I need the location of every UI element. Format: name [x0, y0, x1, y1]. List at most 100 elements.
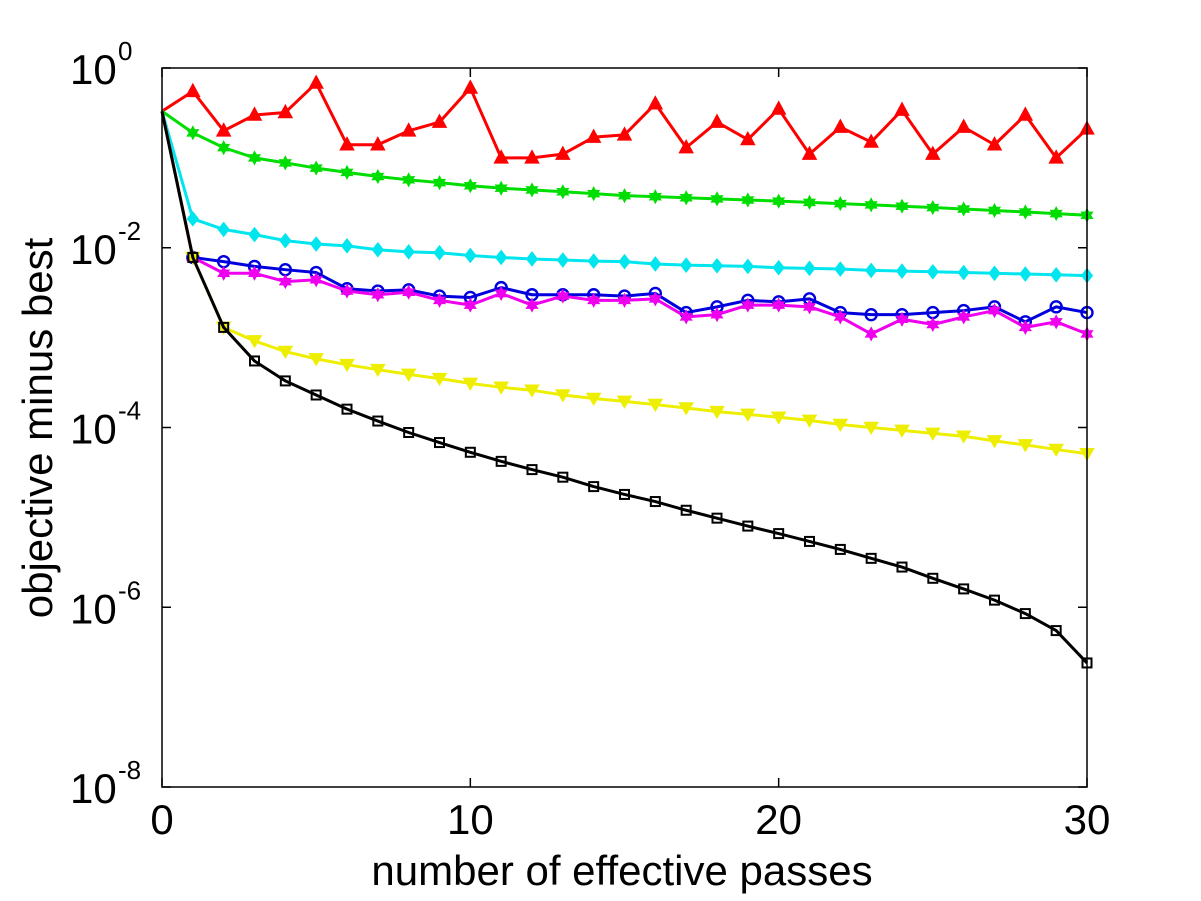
data-point	[801, 145, 818, 160]
data-point	[340, 283, 354, 299]
y-tick-base: 10	[70, 46, 117, 93]
series-line	[160, 110, 1089, 664]
data-point	[278, 155, 292, 171]
data-point	[186, 210, 199, 227]
data-point	[987, 202, 1002, 219]
data-point	[463, 178, 477, 194]
y-tick-exponent: -2	[118, 216, 141, 246]
data-point	[1019, 608, 1031, 620]
data-point	[709, 113, 725, 128]
data-point	[525, 297, 539, 313]
data-point	[431, 372, 448, 387]
data-point	[988, 265, 1001, 282]
data-point	[957, 309, 971, 325]
data-point	[464, 247, 477, 264]
data-point	[402, 244, 415, 260]
data-point	[340, 164, 354, 180]
data-point	[616, 126, 633, 141]
data-point	[371, 287, 385, 303]
x-axis-label: number of effective passes	[371, 847, 872, 894]
data-point	[616, 395, 633, 409]
data-point	[246, 106, 263, 121]
data-point	[340, 238, 354, 254]
data-point	[864, 197, 878, 213]
y-tick-exponent: -6	[118, 575, 141, 605]
data-point	[678, 402, 694, 416]
data-point	[400, 368, 417, 382]
data-point	[617, 188, 632, 204]
data-point	[772, 193, 786, 209]
data-point	[647, 95, 664, 110]
data-point	[308, 74, 324, 89]
data-point	[246, 335, 263, 349]
data-point	[865, 262, 878, 279]
data-point	[1049, 300, 1063, 314]
plot-frame	[161, 67, 1088, 788]
y-tick-label: 10 -8	[70, 755, 141, 812]
y-tick-label: 10 -6	[70, 575, 141, 632]
data-point	[403, 426, 415, 438]
data-point	[741, 297, 755, 313]
data-point	[1049, 206, 1063, 222]
data-point	[494, 180, 508, 196]
data-point	[434, 437, 445, 449]
data-point	[679, 190, 693, 206]
data-point	[927, 572, 939, 584]
data-point	[277, 345, 294, 360]
data-point	[895, 311, 909, 327]
data-point	[955, 430, 972, 444]
data-point	[955, 118, 972, 133]
data-point	[371, 241, 384, 258]
data-point	[742, 520, 754, 532]
y-tick-label: 10 0	[70, 36, 132, 93]
data-point	[464, 446, 476, 458]
data-point	[680, 257, 693, 273]
data-point	[279, 375, 291, 387]
data-point	[524, 384, 540, 398]
data-point	[832, 118, 849, 133]
data-point	[925, 427, 941, 441]
data-point	[402, 172, 416, 188]
data-point	[495, 249, 508, 266]
data-point	[1048, 443, 1064, 457]
data-point	[248, 226, 261, 243]
data-point	[896, 561, 908, 573]
data-point	[277, 103, 294, 119]
y-axis-label: objective minus best	[14, 237, 61, 618]
data-point	[863, 133, 879, 148]
data-point	[647, 398, 664, 413]
data-point	[186, 125, 200, 141]
data-point	[834, 261, 847, 277]
series-blue-circle	[160, 110, 1094, 329]
data-point	[926, 199, 940, 216]
data-point	[894, 101, 910, 116]
data-point	[741, 258, 754, 275]
data-point	[218, 321, 230, 333]
data-point	[801, 414, 818, 428]
data-point	[770, 100, 787, 115]
data-point	[833, 196, 847, 212]
data-point	[309, 160, 323, 176]
x-tick-label: 0	[150, 796, 173, 843]
data-point	[217, 140, 231, 156]
data-point	[1017, 439, 1034, 453]
data-point	[400, 122, 417, 137]
data-point	[308, 353, 324, 367]
data-point	[557, 471, 569, 483]
data-point	[247, 150, 262, 166]
series-yellow-triangle-down	[160, 110, 1095, 462]
data-point	[1018, 204, 1032, 220]
data-point	[648, 291, 662, 307]
data-point	[341, 403, 353, 415]
data-point	[986, 136, 1003, 151]
data-point	[894, 424, 910, 438]
y-tick-base: 10	[70, 585, 117, 632]
data-point	[462, 377, 479, 391]
data-point	[524, 149, 540, 164]
data-point	[1018, 319, 1032, 335]
data-point	[1048, 149, 1064, 164]
data-point	[709, 405, 725, 420]
data-point	[679, 309, 693, 325]
